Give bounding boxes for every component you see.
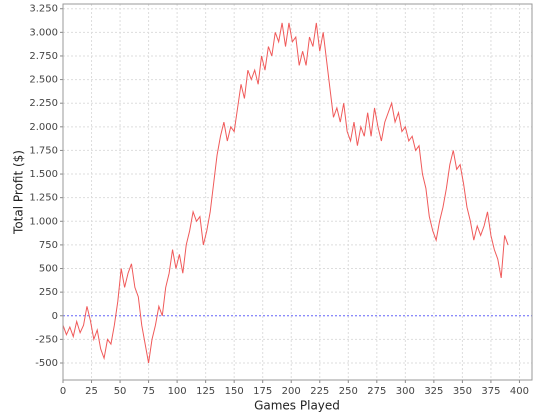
y-tick-label: 750 xyxy=(39,240,58,251)
x-tick-label: 100 xyxy=(168,386,187,397)
y-tick-label: 3.250 xyxy=(29,4,58,15)
plot-area xyxy=(63,4,532,380)
y-tick-label: 250 xyxy=(39,287,58,298)
y-tick-label: 1.750 xyxy=(29,145,58,156)
x-tick-label: 325 xyxy=(424,386,443,397)
x-tick-label: 225 xyxy=(310,386,329,397)
y-tick-label: 0 xyxy=(52,311,58,322)
x-tick-label: 375 xyxy=(481,386,500,397)
x-tick-label: 75 xyxy=(142,386,155,397)
x-tick-label: 400 xyxy=(510,386,529,397)
x-tick-label: 125 xyxy=(196,386,215,397)
x-tick-label: 250 xyxy=(339,386,358,397)
x-tick-label: 300 xyxy=(396,386,415,397)
y-axis-label: Total Profit ($) xyxy=(12,150,26,235)
y-tick-label: 500 xyxy=(39,264,58,275)
profit-line xyxy=(62,22,509,364)
x-tick-label: 150 xyxy=(225,386,244,397)
y-tick-label: 1.500 xyxy=(29,169,58,180)
y-tick-label: 1.000 xyxy=(29,216,58,227)
y-tick-label: 2.250 xyxy=(29,98,58,109)
plot-border xyxy=(62,3,533,381)
y-tick-label: 3.000 xyxy=(29,27,58,38)
y-tick-label: 2.500 xyxy=(29,75,58,86)
y-tick-label: -500 xyxy=(35,358,58,369)
x-tick-label: 0 xyxy=(60,386,66,397)
x-tick-label: 275 xyxy=(367,386,386,397)
y-tick-label: -250 xyxy=(35,334,58,345)
y-tick-label: 1.250 xyxy=(29,193,58,204)
x-tick-label: 175 xyxy=(253,386,272,397)
y-tick-label: 2.750 xyxy=(29,51,58,62)
x-axis-label: Games Played xyxy=(254,399,340,413)
x-tick-label: 350 xyxy=(453,386,472,397)
y-tick-label: 2.000 xyxy=(29,122,58,133)
x-tick-label: 200 xyxy=(282,386,301,397)
x-tick-label: 50 xyxy=(114,386,127,397)
x-tick-label: 25 xyxy=(85,386,98,397)
